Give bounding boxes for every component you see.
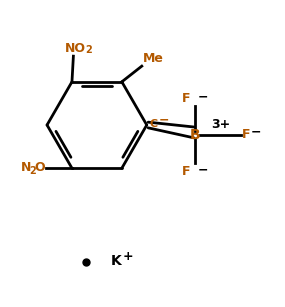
Text: K: K	[111, 254, 122, 268]
Text: O: O	[34, 161, 45, 174]
Text: Me: Me	[143, 52, 164, 65]
Text: +: +	[123, 250, 134, 263]
Text: F: F	[182, 92, 190, 105]
Text: N: N	[21, 161, 31, 174]
Text: −: −	[159, 114, 169, 127]
Text: B: B	[190, 128, 201, 142]
Text: F: F	[182, 165, 190, 178]
Text: F: F	[242, 128, 251, 142]
Text: 3+: 3+	[211, 118, 230, 131]
Text: −: −	[251, 125, 261, 138]
Text: NO: NO	[65, 42, 86, 55]
Text: 2: 2	[30, 166, 36, 176]
Text: −: −	[198, 90, 209, 103]
Text: −: −	[198, 163, 209, 177]
Text: 2: 2	[86, 45, 92, 55]
Text: C: C	[149, 119, 157, 129]
